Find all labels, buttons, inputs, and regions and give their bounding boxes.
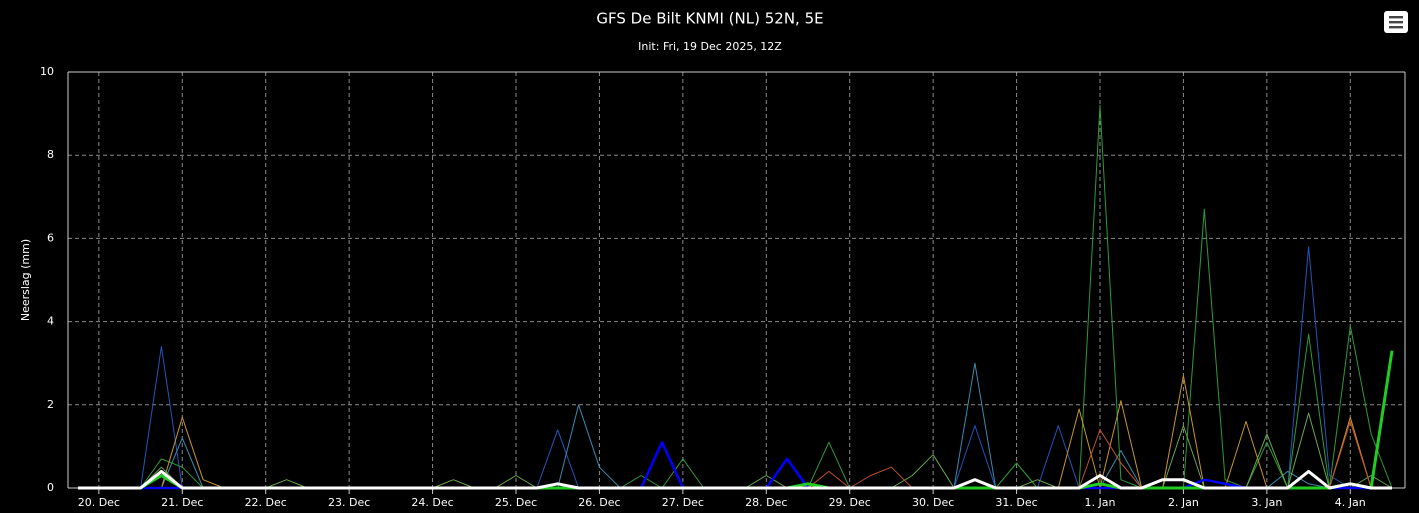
y-tick-label: 0 <box>47 481 54 494</box>
x-tick-label: 31. Dec <box>995 496 1037 509</box>
x-tick-label: 2. Jan <box>1168 496 1199 509</box>
x-tick-label: 27. Dec <box>662 496 704 509</box>
x-tick-label: 1. Jan <box>1085 496 1116 509</box>
chart-title: GFS De Bilt KNMI (NL) 52N, 5E <box>596 10 823 28</box>
x-tick-label: 29. Dec <box>829 496 871 509</box>
x-tick-label: 28. Dec <box>745 496 787 509</box>
y-tick-label: 10 <box>40 65 54 78</box>
plot-area: 0 2 4 6 8 10 20. Dec 21. Dec 22. Dec 23. Dec 24. D… <box>40 65 1406 509</box>
x-tick-label: 24. Dec <box>411 496 453 509</box>
x-tick-label: 23. Dec <box>328 496 370 509</box>
x-tick-label: 22. Dec <box>245 496 287 509</box>
x-tick-label: 26. Dec <box>578 496 620 509</box>
y-tick-label: 6 <box>47 231 54 244</box>
y-tick-label: 4 <box>47 315 54 328</box>
x-tick-label: 3. Jan <box>1251 496 1282 509</box>
x-tick-label: 30. Dec <box>912 496 954 509</box>
y-tick-label: 8 <box>47 148 54 161</box>
x-tick-label: 4. Jan <box>1335 496 1366 509</box>
y-axis-label: Neerslag (mm) <box>19 239 32 321</box>
menu-button[interactable] <box>1384 11 1408 33</box>
x-tick-label: 20. Dec <box>78 496 120 509</box>
x-tick-label: 21. Dec <box>161 496 203 509</box>
x-tick-label: 25. Dec <box>495 496 537 509</box>
y-tick-label: 2 <box>47 398 54 411</box>
series-line <box>78 469 1392 490</box>
chart-subtitle: Init: Fri, 19 Dec 2025, 12Z <box>638 40 782 53</box>
